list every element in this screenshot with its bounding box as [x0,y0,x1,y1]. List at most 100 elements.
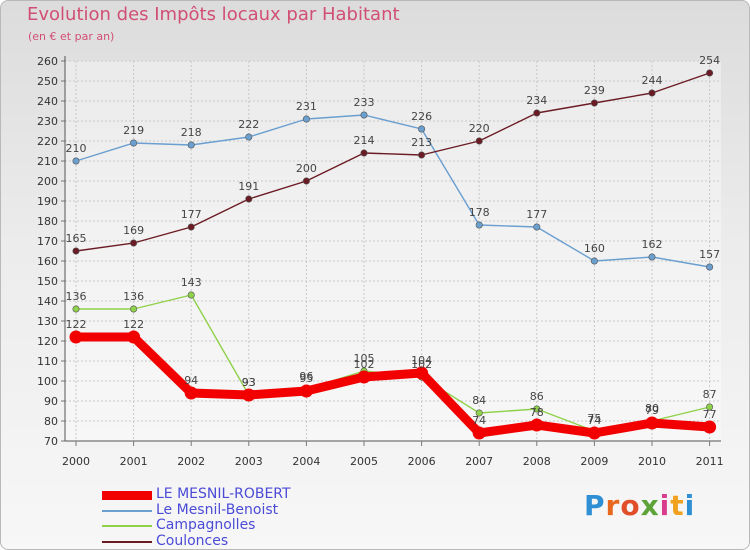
x-tick-label: 2011 [696,455,724,468]
data-label-coulonces: 200 [296,162,317,175]
data-point-coulonces [418,151,426,159]
data-point-le-mesnil-robert [299,384,313,398]
y-tick-label: 260 [37,55,58,68]
chart-plot: 7080901001101201301401501601701801902002… [37,54,724,468]
data-point-le-mesnil-robert [357,370,371,384]
logo-letter: t [670,489,685,522]
data-point-le-mesnil-benoist [706,263,714,271]
data-label-le-mesnil-robert: 122 [123,318,144,331]
data-label-coulonces: 220 [469,122,490,135]
data-label-le-mesnil-benoist: 233 [354,96,375,109]
data-point-coulonces [72,247,80,255]
data-point-coulonces [130,239,138,247]
data-label-le-mesnil-benoist: 162 [642,238,663,251]
data-point-coulonces [706,69,714,77]
data-point-le-mesnil-benoist [418,125,426,133]
data-label-campagnolles: 102 [411,358,432,371]
y-tick-label: 150 [37,275,58,288]
logo-letter: o [620,489,641,522]
data-point-le-mesnil-benoist [590,257,598,265]
data-label-le-mesnil-benoist: 231 [296,100,317,113]
legend-swatch-coulonces [102,540,152,543]
data-point-le-mesnil-benoist [245,133,253,141]
x-tick-label: 2004 [292,455,320,468]
data-point-campagnolles [533,405,541,413]
y-tick-label: 220 [37,135,58,148]
proxiti-logo: Proxiti [584,489,695,522]
x-tick-label: 2006 [408,455,436,468]
data-point-coulonces [302,177,310,185]
data-label-campagnolles: 93 [242,376,256,389]
data-label-le-mesnil-benoist: 210 [66,142,87,155]
data-point-le-mesnil-benoist [130,139,138,147]
data-label-coulonces: 213 [411,136,432,149]
data-point-campagnolles [72,305,80,313]
data-label-le-mesnil-robert: 77 [703,408,717,421]
x-tick-label: 2010 [638,455,666,468]
data-label-campagnolles: 86 [530,390,544,403]
y-tick-label: 170 [37,235,58,248]
x-tick-label: 2007 [465,455,493,468]
y-tick-label: 240 [37,95,58,108]
data-label-campagnolles: 105 [354,352,375,365]
data-label-le-mesnil-benoist: 157 [699,248,720,261]
data-point-le-mesnil-robert [242,388,256,402]
data-label-le-mesnil-robert: 79 [645,404,659,417]
logo-letter: r [605,489,621,522]
y-tick-label: 140 [37,295,58,308]
data-label-le-mesnil-robert: 104 [411,354,432,367]
x-tick-label: 2005 [350,455,378,468]
logo-letter: i [684,489,696,522]
data-point-le-mesnil-benoist [533,223,541,231]
data-label-campagnolles: 143 [181,276,202,289]
plot-area [65,61,721,441]
data-label-le-mesnil-robert: 78 [530,406,544,419]
data-point-le-mesnil-robert [530,418,544,432]
data-point-le-mesnil-benoist [72,157,80,165]
data-point-campagnolles [475,409,483,417]
data-label-coulonces: 165 [66,232,87,245]
data-point-le-mesnil-benoist [187,141,195,149]
y-tick-label: 230 [37,115,58,128]
data-point-le-mesnil-robert [69,330,83,344]
legend-swatch-campagnolles [102,525,152,527]
data-point-coulonces [590,99,598,107]
data-point-coulonces [245,195,253,203]
x-tick-label: 2008 [523,455,551,468]
data-label-campagnolles: 136 [66,290,87,303]
data-label-le-mesnil-benoist: 178 [469,206,490,219]
data-point-le-mesnil-benoist [302,115,310,123]
data-label-le-mesnil-benoist: 226 [411,110,432,123]
data-label-le-mesnil-benoist: 177 [526,208,547,221]
data-point-campagnolles [187,291,195,299]
series-line-coulonces [75,72,711,252]
data-point-coulonces [648,89,656,97]
y-tick-label: 200 [37,175,58,188]
data-label-le-mesnil-benoist: 222 [238,118,259,131]
legend-label-le-mesnil-benoist: Le Mesnil-Benoist [156,501,279,518]
data-point-campagnolles [130,305,138,313]
x-tick-label: 2001 [120,455,148,468]
y-tick-label: 180 [37,215,58,228]
data-point-le-mesnil-robert [645,416,659,430]
data-label-campagnolles: 84 [472,394,486,407]
data-point-le-mesnil-robert [587,426,601,440]
data-point-le-mesnil-robert [703,420,717,434]
y-tick-label: 130 [37,315,58,328]
data-label-campagnolles: 75 [587,412,601,425]
data-label-le-mesnil-benoist: 218 [181,126,202,139]
y-tick-label: 100 [37,375,58,388]
data-label-coulonces: 254 [699,54,720,67]
legend-swatch-le-mesnil-robert [102,490,152,500]
y-tick-label: 250 [37,75,58,88]
data-point-le-mesnil-robert [415,366,429,380]
data-label-coulonces: 244 [642,74,663,87]
data-label-le-mesnil-robert: 94 [184,374,198,387]
legend-swatch-le-mesnil-benoist [102,509,152,512]
data-point-coulonces [475,137,483,145]
x-tick-label: 2009 [580,455,608,468]
chart-subtitle: (en € et par an) [28,30,115,43]
data-point-coulonces [187,223,195,231]
data-label-coulonces: 234 [526,94,547,107]
y-tick-label: 210 [37,155,58,168]
